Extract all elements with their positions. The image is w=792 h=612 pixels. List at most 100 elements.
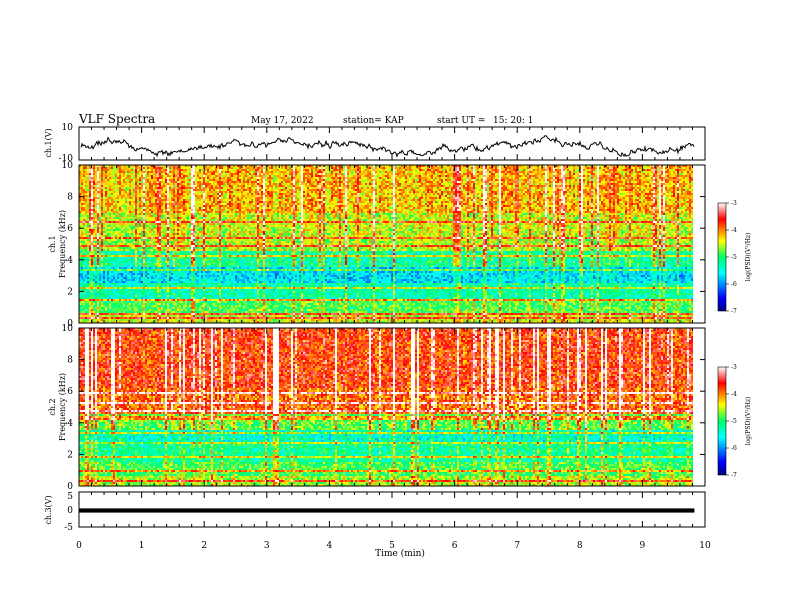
spec1-cell: [569, 297, 571, 299]
spec1-cell: [281, 305, 283, 307]
spec1-cell: [335, 313, 337, 315]
spec1-cell: [207, 305, 209, 307]
spec1-cell: [507, 315, 509, 317]
spec1-cell: [409, 315, 411, 317]
spec1-cell: [619, 317, 621, 319]
spec1-cell: [219, 311, 221, 313]
spec1-cell: [215, 315, 217, 317]
spec1-cell: [447, 301, 449, 303]
spec1-cell: [289, 313, 291, 315]
spec1-cell: [561, 299, 563, 301]
spec1-cell: [479, 309, 481, 311]
spec1-cell: [131, 315, 133, 317]
spec1-cell: [101, 301, 103, 303]
spec1-cell: [237, 319, 239, 321]
spec1-cell: [523, 313, 525, 315]
spec1-cell: [287, 299, 289, 301]
spec1-cell: [669, 305, 671, 307]
spec1-cell: [265, 315, 267, 317]
spec1-cell: [137, 297, 139, 299]
spec1-cell: [681, 305, 683, 307]
spec1-cell: [573, 305, 575, 307]
spec1-cell: [151, 307, 153, 309]
spec1-cell: [287, 295, 289, 297]
spec1-cell: [647, 311, 649, 313]
spec1-cell: [133, 291, 135, 293]
spec1-cell: [209, 311, 211, 313]
spec1-cell: [319, 297, 321, 299]
spec1-cell: [323, 303, 325, 305]
spec1-cell: [277, 313, 279, 315]
spec1-cell: [457, 309, 459, 311]
spec1-cell: [241, 309, 243, 311]
spec1-cell: [361, 295, 363, 297]
spec1-cell: [335, 305, 337, 307]
spec1-cell: [303, 303, 305, 305]
spec1-cell: [331, 315, 333, 317]
spec1-cell: [585, 303, 587, 305]
spec1-cell: [305, 305, 307, 307]
spec1-cell: [685, 291, 687, 293]
spec1-cell: [651, 301, 653, 303]
spec1-cell: [667, 317, 669, 319]
spec1-cell: [113, 307, 115, 309]
spec1-cell: [677, 305, 679, 307]
spec1-cell: [563, 301, 565, 303]
spec1-cell: [529, 305, 531, 307]
ch1-ytick-top: 10: [62, 123, 74, 133]
spec1-cell: [101, 291, 103, 293]
spec1-cell: [101, 319, 103, 321]
spec1-cell: [427, 305, 429, 307]
spec1-cell: [291, 305, 293, 307]
spec1-cell: [95, 311, 97, 313]
spec1-cell: [361, 313, 363, 315]
spec1-cell: [571, 315, 573, 317]
spec1-cell: [227, 315, 229, 317]
spec1-cell: [415, 311, 417, 313]
spec1-cell: [97, 293, 99, 295]
spec1-cell: [145, 307, 147, 309]
spec1-cell: [243, 307, 245, 309]
spec1-cell: [651, 319, 653, 321]
spec1-cell: [173, 291, 175, 293]
spec1-cell: [323, 291, 325, 293]
spec1-cell: [519, 311, 521, 313]
spec1-cell: [275, 303, 277, 305]
spec1-cell: [431, 311, 433, 313]
spec1-cell: [497, 293, 499, 295]
spec1-cell: [549, 303, 551, 305]
spec1-cell: [323, 309, 325, 311]
spec1-cell: [677, 299, 679, 301]
spec1-cell: [181, 301, 183, 303]
spec1-cell: [479, 313, 481, 315]
spec1-cell: [139, 309, 141, 311]
spec1-cell: [87, 295, 89, 297]
spec1-cell: [321, 299, 323, 301]
spec1-cell: [343, 303, 345, 305]
spec1-cell: [247, 319, 249, 321]
spec1-cell: [527, 305, 529, 307]
spec1-cell: [443, 297, 445, 299]
spec1-cell: [181, 299, 183, 301]
spec1-cell: [259, 295, 261, 297]
spec1-cell: [137, 299, 139, 301]
spec1-cell: [643, 303, 645, 305]
spec1-cell: [379, 301, 381, 303]
spec1-cell: [563, 309, 565, 311]
spec1-cell: [339, 315, 341, 317]
spec1-cell: [347, 307, 349, 309]
spec1-cell: [591, 305, 593, 307]
spec1-cell: [217, 311, 219, 313]
spec1-cell: [407, 319, 409, 321]
spec1-cell: [305, 315, 307, 317]
spec1-cell: [523, 305, 525, 307]
spec1-cell: [511, 317, 513, 319]
spec1-cell: [345, 307, 347, 309]
spec1-cell: [451, 313, 453, 315]
spec1-cell: [435, 307, 437, 309]
spec1-cell: [429, 301, 431, 303]
spec1-cell: [503, 317, 505, 319]
spec1-cell: [609, 315, 611, 317]
spec1-cell: [297, 293, 299, 295]
spec1-cell: [207, 313, 209, 315]
